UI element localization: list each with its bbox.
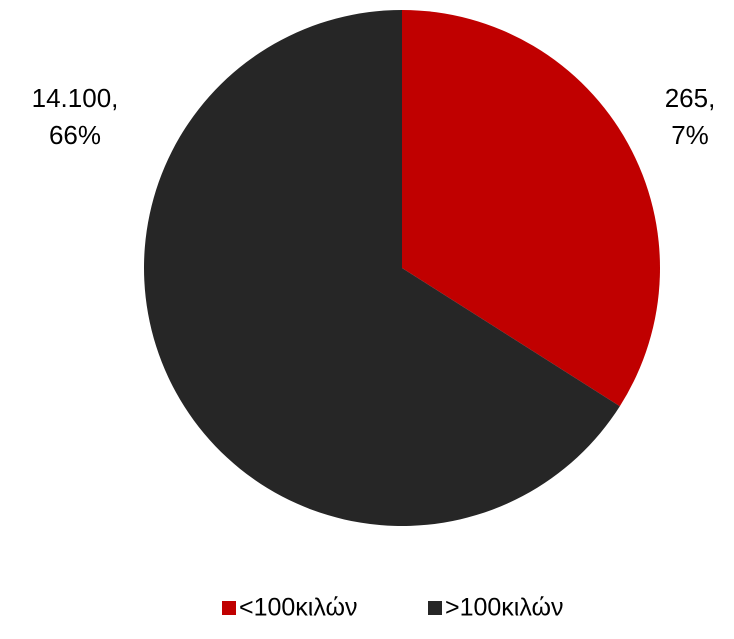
pie-slice: [402, 10, 660, 407]
legend-swatch: [428, 601, 442, 615]
pie-slice: [143, 10, 620, 526]
data-label: 7%: [671, 120, 709, 150]
data-label: 66%: [49, 120, 101, 150]
data-label: 265,: [665, 83, 716, 113]
data-label: 14.100,: [32, 83, 119, 113]
legend-label: >100κιλών: [445, 594, 564, 622]
legend-label: <100κιλών: [239, 594, 358, 622]
legend-swatch: [222, 601, 236, 615]
